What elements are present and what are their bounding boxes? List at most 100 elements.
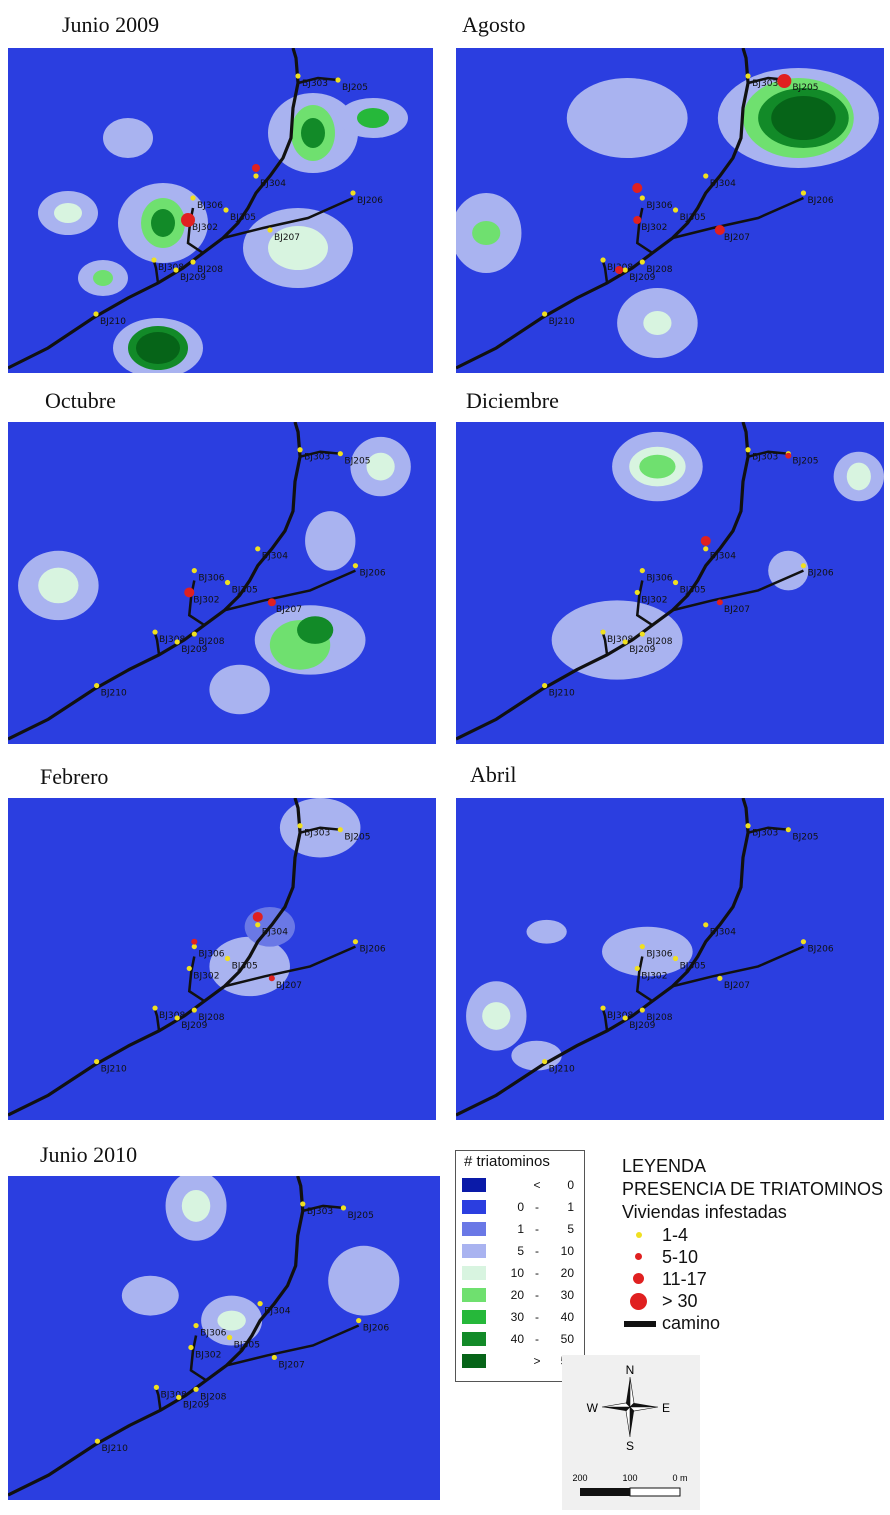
site-label: BJ206 (363, 1324, 390, 1334)
large-red-dot-icon (630, 1293, 647, 1310)
site-label: BJ303 (752, 79, 778, 89)
site-marker (800, 190, 807, 196)
panel-title: Abril (470, 762, 517, 787)
site-label: BJ206 (807, 196, 833, 206)
map-svg-3: BJ303 BJ205 BJ304 BJ306 BJ302 BJ305 BJ206 BJ207… (456, 422, 884, 744)
density-legend-row: 30- 40 (462, 1310, 578, 1326)
site-marker (173, 267, 179, 273)
legend-item-label: > 30 (662, 1291, 698, 1311)
site-label: BJ302 (641, 971, 667, 981)
site-marker (672, 579, 679, 586)
site-marker (191, 1007, 197, 1013)
north-arrow-and-scale: N S E W 200 100 0 m (562, 1355, 700, 1510)
road (747, 826, 789, 834)
density-patch (639, 454, 676, 479)
site-label: BJ305 (680, 585, 706, 595)
site-marker (300, 1201, 306, 1207)
site-marker (672, 207, 679, 213)
road (226, 1324, 360, 1367)
density-patch (217, 1310, 246, 1331)
road (672, 945, 804, 988)
density-patch (181, 1189, 211, 1222)
site-marker (93, 311, 99, 317)
site-label: BJ306 (646, 201, 672, 211)
site-marker (176, 1394, 182, 1400)
compass-e: E (662, 1401, 670, 1415)
site-marker (153, 1384, 160, 1390)
site-marker (639, 195, 645, 201)
site-marker (639, 568, 645, 574)
legend-item-road: camino (622, 1312, 883, 1334)
site-marker (639, 1007, 645, 1013)
site-label: BJ205 (792, 833, 818, 843)
site-label: BJ304 (264, 1307, 291, 1317)
site-marker (94, 1058, 100, 1065)
range-op: - (535, 1244, 539, 1258)
density-patch (93, 270, 113, 286)
site-label: BJ308 (160, 1390, 187, 1400)
site-marker (224, 955, 231, 962)
site-marker (717, 975, 723, 981)
medium-red-dot-icon (633, 1273, 644, 1284)
map-svg-4: BJ303 BJ205 BJ304 BJ306 BJ302 BJ305 BJ206 BJ207… (8, 798, 436, 1120)
site-label: BJ210 (549, 317, 575, 327)
road (8, 798, 302, 1117)
range-from: 40 (510, 1332, 524, 1346)
color-swatch (462, 1200, 486, 1214)
density-map: BJ303 BJ205 BJ304 BJ306 BJ302 BJ305 BJ206 BJ207… (456, 422, 884, 744)
legend-item-1-4: 1-4 (622, 1224, 883, 1246)
site-label: BJ206 (807, 569, 833, 579)
site-label: BJ305 (232, 585, 258, 595)
density-legend: # triatominos <0 0-1 1-5 5-10 10-20 20-30 30-4… (455, 1150, 585, 1382)
road (635, 956, 654, 1003)
road (635, 207, 654, 255)
road (456, 422, 750, 741)
site-label: BJ305 (230, 213, 256, 223)
site-label: BJ205 (342, 83, 368, 93)
site-marker (703, 546, 709, 552)
site-marker (350, 190, 356, 196)
site-label: BJ308 (159, 1011, 185, 1021)
site-label: BJ302 (641, 595, 667, 605)
scale-label-mid: 100 (622, 1473, 637, 1483)
range-op: - (535, 1200, 539, 1214)
density-legend-row: 0- 1 (462, 1200, 578, 1216)
compass-rose-icon: N S E W 200 100 0 m (572, 1363, 688, 1497)
compass-w: W (587, 1401, 599, 1415)
site-label: BJ302 (193, 971, 219, 981)
site-marker (152, 1005, 158, 1011)
density-patch (151, 209, 175, 237)
site-label: BJ302 (641, 223, 667, 233)
site-label: BJ304 (710, 179, 736, 189)
road (224, 569, 356, 612)
infested-house-marker (785, 452, 792, 459)
site-label: BJ305 (234, 1341, 260, 1351)
site-label: BJ210 (100, 317, 126, 327)
road (672, 569, 804, 612)
site-label: BJ209 (629, 1021, 655, 1031)
site-label: BJ308 (158, 263, 184, 273)
site-label: BJ208 (646, 265, 672, 275)
site-label: BJ205 (792, 83, 818, 93)
site-marker (174, 639, 180, 645)
site-label: BJ303 (304, 829, 330, 839)
site-label: BJ208 (198, 1013, 224, 1023)
road (187, 956, 206, 1003)
site-label: BJ205 (348, 1211, 374, 1221)
site-marker (337, 451, 343, 457)
scale-label-right: 0 m (672, 1473, 687, 1483)
infested-house-marker (191, 938, 198, 945)
density-map: BJ303 BJ205 BJ304 BJ306 BJ302 BJ305 BJ206 BJ207… (456, 48, 884, 373)
range-from: 20 (510, 1288, 524, 1302)
range-op: < (533, 1178, 541, 1192)
site-marker (271, 1354, 277, 1361)
site-marker (188, 1344, 194, 1351)
site-label: BJ303 (752, 829, 778, 839)
site-marker (94, 682, 100, 689)
site-label: BJ206 (359, 569, 385, 579)
map-svg-2: BJ303 BJ205 BJ304 BJ306 BJ302 BJ305 BJ206 BJ207… (8, 422, 436, 744)
site-marker (335, 77, 341, 83)
site-marker (337, 827, 343, 833)
site-label: BJ208 (646, 637, 672, 647)
site-marker (226, 1334, 233, 1341)
